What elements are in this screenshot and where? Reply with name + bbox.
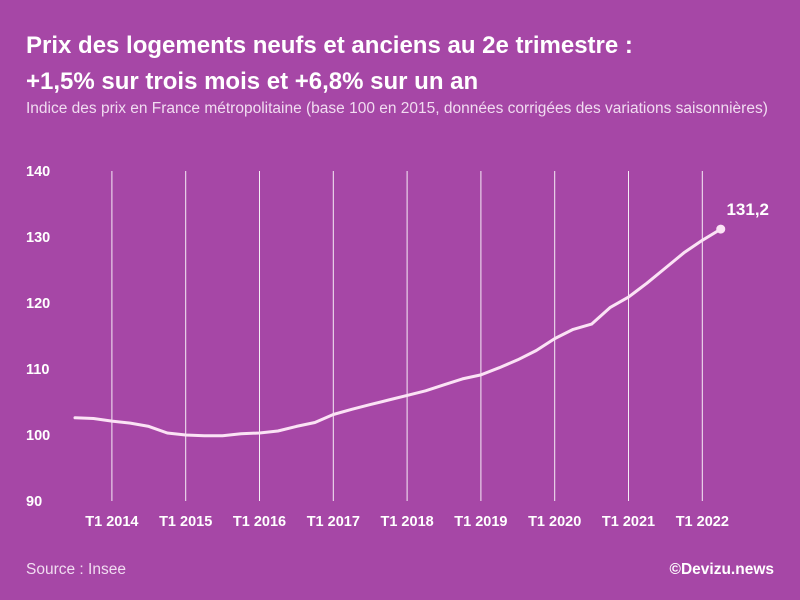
end-point-marker: [716, 224, 726, 234]
x-tick-label: T1 2017: [307, 514, 360, 530]
y-tick-label: 110: [26, 362, 49, 378]
x-tick-label: T1 2014: [85, 514, 138, 530]
x-tick-label: T1 2015: [159, 514, 212, 530]
x-tick-label: T1 2021: [602, 514, 655, 530]
y-tick-label: 100: [26, 428, 50, 444]
x-tick-label: T1 2016: [233, 514, 286, 530]
title-line-1: Prix des logements neufs et anciens au 2…: [26, 32, 633, 59]
y-tick-label: 120: [26, 296, 50, 312]
gridlines: [111, 171, 703, 501]
plot-area: 131,2: [73, 200, 769, 438]
chart-title: Prix des logements neufs et anciens au 2…: [26, 28, 786, 100]
series-line: [73, 227, 723, 438]
y-tick-label: 140: [26, 164, 50, 180]
y-tick-label: 90: [26, 494, 42, 510]
brand-credit: ©Devizu.news: [669, 561, 774, 578]
x-tick-label: T1 2019: [454, 514, 507, 530]
x-tick-label: T1 2020: [528, 514, 581, 530]
chart-subtitle: Indice des prix en France métropolitaine…: [26, 100, 768, 117]
y-tick-label: 130: [26, 230, 50, 246]
end-value-label: 131,2: [726, 200, 769, 219]
x-axis: T1 2014 T1 2015 T1 2016 T1 2017 T1 2018 T1 20…: [85, 514, 729, 530]
x-tick-label: T1 2022: [676, 514, 729, 530]
y-axis: 90 100 110 120 130 140: [26, 164, 50, 510]
source-note: Source : Insee: [26, 561, 126, 578]
x-tick-label: T1 2018: [380, 514, 433, 530]
title-line-2: +1,5% sur trois mois et +6,8% sur un an: [26, 68, 479, 95]
